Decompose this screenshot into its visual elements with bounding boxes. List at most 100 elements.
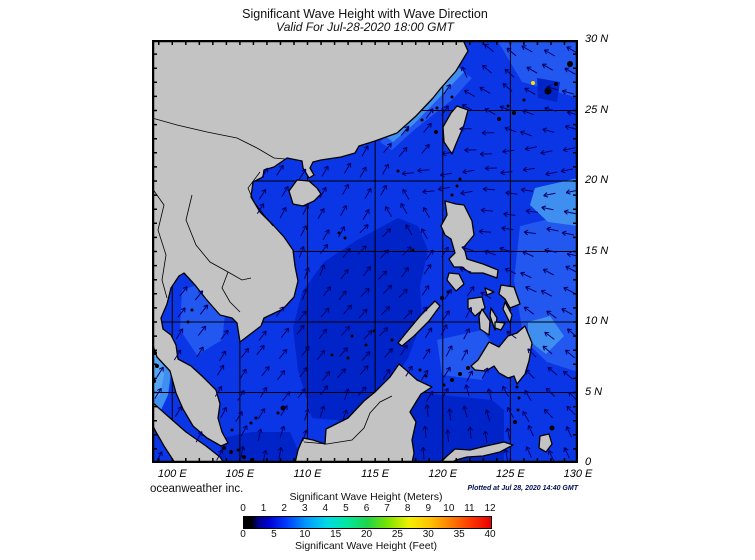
island-dot [522, 98, 526, 102]
colorbar-gradient [243, 516, 492, 529]
land-hainan [288, 179, 322, 207]
feet-tick-label: 15 [330, 529, 342, 540]
island-dot [346, 356, 350, 360]
wave-direction-arrows [154, 43, 578, 463]
map-frame [152, 40, 578, 463]
plotted-timestamp: Plotted at Jul 28, 2020 14:40 GMT [467, 485, 579, 492]
island-dot [190, 308, 194, 312]
island-dot [229, 450, 233, 454]
credit-text: oceanweather inc. [150, 483, 244, 495]
country-border [303, 395, 393, 445]
meters-tick-label: 1 [260, 503, 267, 514]
island-dot [434, 130, 438, 134]
island-dot [567, 61, 573, 67]
island-dot [554, 82, 558, 86]
island-dot [249, 421, 253, 425]
lat-label: 10 N [585, 315, 609, 327]
island-dot [230, 428, 234, 432]
feet-tick-label: 10 [299, 529, 311, 540]
feet-tick-label: 20 [360, 529, 373, 540]
meters-tick-label: 10 [443, 503, 455, 514]
station-marker [531, 81, 535, 85]
colorbar-feet-title: Significant Wave Height (Feet) [294, 540, 437, 552]
map-svg [152, 40, 578, 463]
country-border [247, 171, 274, 227]
land-asia [152, 40, 469, 447]
island-dot [549, 425, 555, 431]
feet-tick-label: 35 [453, 529, 465, 540]
lat-label: 30 N [585, 33, 609, 45]
sea-patch-java-sea-dark [218, 432, 298, 463]
island-dot [458, 177, 462, 181]
island-dot [420, 118, 424, 122]
island-dot [450, 95, 454, 99]
island-dot [513, 420, 517, 424]
land-bohol [494, 321, 506, 331]
meters-tick-label: 6 [363, 503, 370, 514]
country-border [152, 187, 168, 299]
meters-tick-label: 2 [281, 503, 287, 514]
island-dot [544, 87, 552, 95]
page-title: Significant Wave Height with Wave Direct… [242, 7, 488, 21]
feet-tick-label: 25 [391, 529, 403, 540]
land-mindoro [446, 272, 465, 292]
sea-patch-se-taiwan-light [530, 178, 578, 226]
island-dot [242, 455, 246, 459]
land-borneo [294, 363, 433, 463]
land-palawan [397, 300, 441, 347]
feet-tick-label: 40 [484, 529, 496, 540]
island-dot [424, 374, 428, 378]
lat-label: 20 N [585, 174, 609, 186]
country-border [152, 117, 286, 160]
land-halmahera [538, 433, 553, 453]
meters-tick-label: 11 [464, 503, 475, 514]
island-dot [450, 378, 454, 382]
meters-tick-label: 7 [384, 503, 390, 514]
land-masbate [484, 287, 495, 296]
island-dot [343, 236, 347, 240]
land-taiwan [442, 105, 469, 155]
land-mindanao [470, 325, 533, 385]
lon-label: 115 E [361, 468, 390, 480]
lon-label: 105 E [225, 468, 255, 480]
island-dot [515, 385, 519, 389]
island-dot [516, 408, 520, 412]
island-dot [506, 104, 510, 108]
lat-label: 5 N [585, 385, 603, 398]
meters-tick-label: 8 [404, 503, 411, 514]
lon-label: 100 E [157, 468, 187, 480]
land-sumatra [152, 401, 225, 463]
island-dot [517, 396, 521, 400]
island-dot [512, 111, 516, 115]
meters-tick-label: 3 [301, 503, 308, 514]
island-dot [330, 353, 334, 357]
feet-tick-label: 0 [240, 529, 246, 540]
land-leyte [502, 301, 513, 324]
island-dot [450, 193, 454, 197]
island-dot [350, 334, 354, 338]
island-dot [396, 169, 400, 173]
meters-tick-label: 5 [343, 503, 349, 514]
lat-label: 15 N [585, 244, 609, 257]
valid-time-subtitle: Valid For Jul-28-2020 18:00 GMT [276, 20, 454, 34]
lat-label: 25 N [585, 103, 609, 116]
sea-patch-celebes-dark [408, 392, 504, 463]
country-border [185, 194, 252, 281]
island-dot [364, 343, 368, 347]
meters-tick-label: 12 [484, 503, 496, 514]
meters-tick-label: 4 [322, 503, 329, 514]
land-negros [478, 308, 491, 336]
island-dot [497, 117, 501, 121]
island-dot [390, 338, 394, 342]
island-dot [186, 320, 190, 324]
lon-label: 130 E [563, 468, 593, 480]
island-dot [442, 383, 446, 387]
island-dot [435, 106, 439, 110]
island-dot [440, 296, 444, 300]
land-samar [498, 284, 521, 309]
wave-height-map [152, 40, 578, 463]
colorbar-meters-title: Significant Wave Height (Meters) [289, 491, 443, 503]
meters-tick-label: 9 [425, 503, 432, 514]
island-dot [466, 366, 470, 370]
lon-label: 120 E [428, 468, 458, 480]
